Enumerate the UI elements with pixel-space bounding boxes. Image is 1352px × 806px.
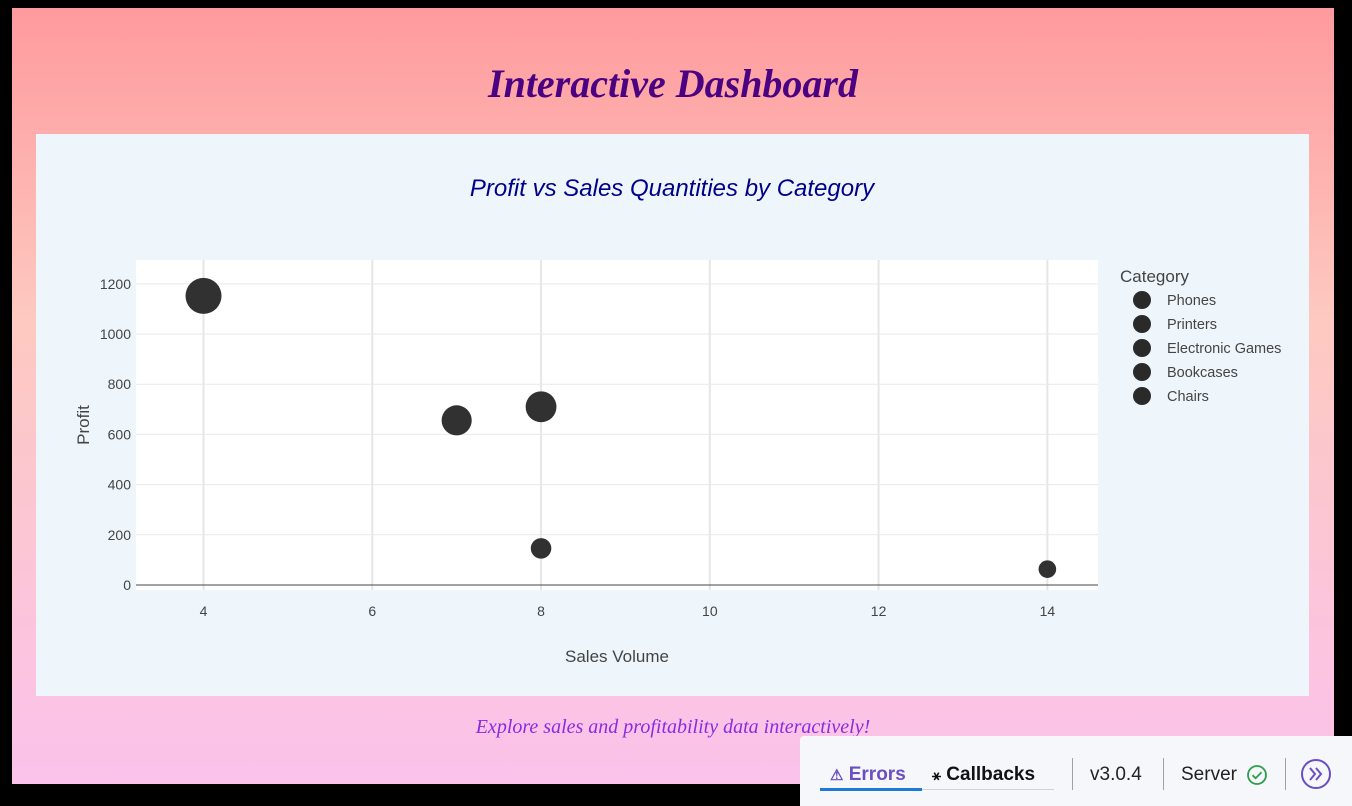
callbacks-label: Callbacks (946, 764, 1036, 785)
errors-tab-indicator (820, 788, 922, 791)
legend-marker[interactable] (1133, 387, 1151, 405)
y-tick-label: 200 (108, 527, 132, 543)
legend-label[interactable]: Phones (1167, 293, 1216, 309)
y-tick-label: 400 (108, 477, 132, 493)
scatter-point[interactable]: Bookcases (530, 538, 552, 559)
scatter-point[interactable]: Phones (185, 277, 222, 314)
y-tick-label: 0 (123, 577, 131, 593)
y-axis-label: Profit (74, 405, 93, 445)
page-subtitle: Explore sales and profitability data int… (475, 716, 871, 738)
errors-label: Errors (848, 764, 906, 785)
y-tick-label: 1000 (100, 326, 131, 342)
legend-label[interactable]: Bookcases (1167, 365, 1238, 381)
scatter-point[interactable]: Electronic Games (441, 405, 472, 436)
legend-marker[interactable] (1133, 291, 1151, 309)
x-tick-label: 6 (368, 603, 376, 619)
divider (1072, 758, 1073, 790)
y-tick-label: 800 (108, 376, 132, 392)
scatter-chart[interactable]: Profit vs Sales Quantities by Category 4 6… (36, 134, 1309, 696)
x-tick-label: 14 (1040, 603, 1056, 619)
chart-card: Profit vs Sales Quantities by Category 4 6… (36, 134, 1309, 696)
page-title: Interactive Dashboard (488, 61, 858, 106)
plot-area (136, 260, 1098, 590)
x-tick-label: 10 (702, 603, 718, 619)
x-tick-label: 12 (871, 603, 887, 619)
legend-marker[interactable] (1133, 315, 1151, 333)
legend-label[interactable]: Printers (1167, 317, 1217, 333)
expand-toggle-icon[interactable] (1300, 758, 1332, 790)
scatter-point[interactable]: Chairs (1038, 560, 1057, 578)
legend-label[interactable]: Chairs (1167, 389, 1209, 405)
x-tick-label: 4 (200, 603, 208, 619)
legend-title: Category (1120, 267, 1189, 286)
y-tick-label: 1200 (100, 276, 131, 292)
legend-marker[interactable] (1133, 339, 1151, 357)
divider (1163, 758, 1164, 790)
tab-divider (922, 789, 1054, 790)
divider (1285, 758, 1286, 790)
x-axis-label: Sales Volume (565, 647, 669, 666)
check-circle-icon (1247, 765, 1267, 785)
scatter-point[interactable]: Printers (525, 391, 557, 423)
x-tick-label: 8 (537, 603, 545, 619)
app-background: Interactive Dashboard Profit vs Sales Qu… (12, 8, 1334, 784)
server-status-label: Server (1181, 764, 1237, 785)
chart-title: Profit vs Sales Quantities by Category (470, 175, 876, 202)
y-tick-label: 600 (108, 426, 132, 442)
warning-icon: ⚠ (830, 767, 844, 784)
callbacks-tab[interactable]: ⚹ Callbacks (932, 764, 1035, 786)
dev-tools-bar: ⚠ Errors ⚹ Callbacks v3.0.4 Server (800, 736, 1352, 806)
version-label: v3.0.4 (1090, 764, 1142, 785)
errors-tab[interactable]: ⚠ Errors (830, 764, 906, 786)
legend-label[interactable]: Electronic Games (1167, 341, 1281, 357)
legend-marker[interactable] (1133, 363, 1151, 381)
callbacks-graph-icon: ⚹ (932, 767, 942, 784)
